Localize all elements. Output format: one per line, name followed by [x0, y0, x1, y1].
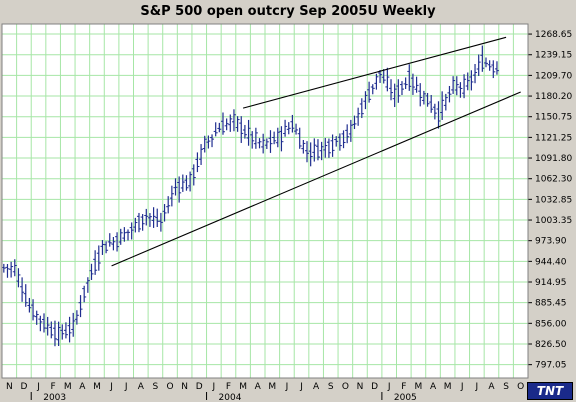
y-tick-label: 944.40 — [535, 257, 567, 267]
x-month-label: J — [475, 382, 479, 392]
x-month-label: J — [460, 382, 464, 392]
tnt-logo: TNT — [527, 382, 573, 400]
x-month-label: O — [166, 382, 173, 392]
x-month-label: J — [387, 382, 391, 392]
y-tick-label: 1032.85 — [535, 195, 572, 205]
y-tick-label: 1121.25 — [535, 133, 572, 143]
x-month-label: N — [181, 382, 188, 392]
x-month-label: J — [109, 382, 113, 392]
y-tick-label: 826.50 — [535, 340, 567, 350]
x-year-label: 2005 — [394, 393, 417, 402]
x-month-label: A — [255, 382, 262, 392]
plot-border — [1, 23, 529, 379]
x-month-label: M — [239, 382, 247, 392]
x-month-label: F — [51, 382, 56, 392]
x-month-label: S — [153, 382, 159, 392]
x-month-label: S — [503, 382, 509, 392]
y-tick-label: 1150.75 — [535, 113, 572, 123]
x-month-label: J — [36, 382, 40, 392]
x-month-label: J — [299, 382, 303, 392]
y-tick-label: 1062.30 — [535, 175, 572, 185]
trendlines — [111, 36, 521, 267]
y-tick-label: 973.90 — [535, 237, 567, 247]
x-month-label: M — [64, 382, 72, 392]
y-tick-label: 1268.65 — [535, 30, 572, 40]
x-month-label: S — [328, 382, 334, 392]
x-month-label: A — [138, 382, 145, 392]
trendline — [242, 36, 507, 109]
y-tick-label: 797.05 — [535, 361, 567, 371]
y-tick-label: 885.45 — [535, 299, 567, 309]
y-tick-label: 1209.70 — [535, 71, 572, 81]
x-month-label: A — [79, 382, 86, 392]
x-month-label: D — [196, 382, 203, 392]
x-month-label: A — [488, 382, 495, 392]
x-month-label: D — [371, 382, 378, 392]
y-tick-label: 856.00 — [535, 319, 567, 329]
price-bars — [1, 45, 499, 347]
x-month-label: N — [357, 382, 364, 392]
grid-lines — [1, 24, 529, 378]
y-tick-label: 1091.80 — [535, 154, 572, 164]
x-month-label: M — [268, 382, 276, 392]
y-tick-label: 1180.20 — [535, 92, 572, 102]
x-month-label: D — [20, 382, 27, 392]
x-month-label: A — [430, 382, 437, 392]
x-month-label: M — [444, 382, 452, 392]
x-month-label: F — [226, 382, 231, 392]
x-month-label: J — [124, 382, 128, 392]
x-month-label: F — [401, 382, 406, 392]
x-year-label: 2003 — [43, 393, 66, 402]
x-month-label: J — [285, 382, 289, 392]
y-tick-label: 914.95 — [535, 278, 567, 288]
x-month-label: M — [93, 382, 101, 392]
x-month-label: J — [212, 382, 216, 392]
y-tick-label: 1239.15 — [535, 51, 572, 61]
x-month-label: A — [313, 382, 320, 392]
trendline — [111, 91, 521, 267]
y-axis: 1268.65 1239.15 1209.70 1180.20 1150.75 1121.… — [528, 30, 572, 371]
y-tick-label: 1003.35 — [535, 216, 572, 226]
chart-title: S&P 500 open outcry Sep 2005U Weekly — [2, 2, 574, 22]
x-month-label: N — [6, 382, 13, 392]
x-month-label: M — [415, 382, 423, 392]
x-year-label: 2004 — [219, 393, 242, 402]
x-axis: N D J F M A M J J A S O N D J F M A M J J A S O N D J F M A M J J A S O2003… — [6, 382, 524, 402]
x-month-label: O — [517, 382, 524, 392]
x-month-label: O — [342, 382, 349, 392]
